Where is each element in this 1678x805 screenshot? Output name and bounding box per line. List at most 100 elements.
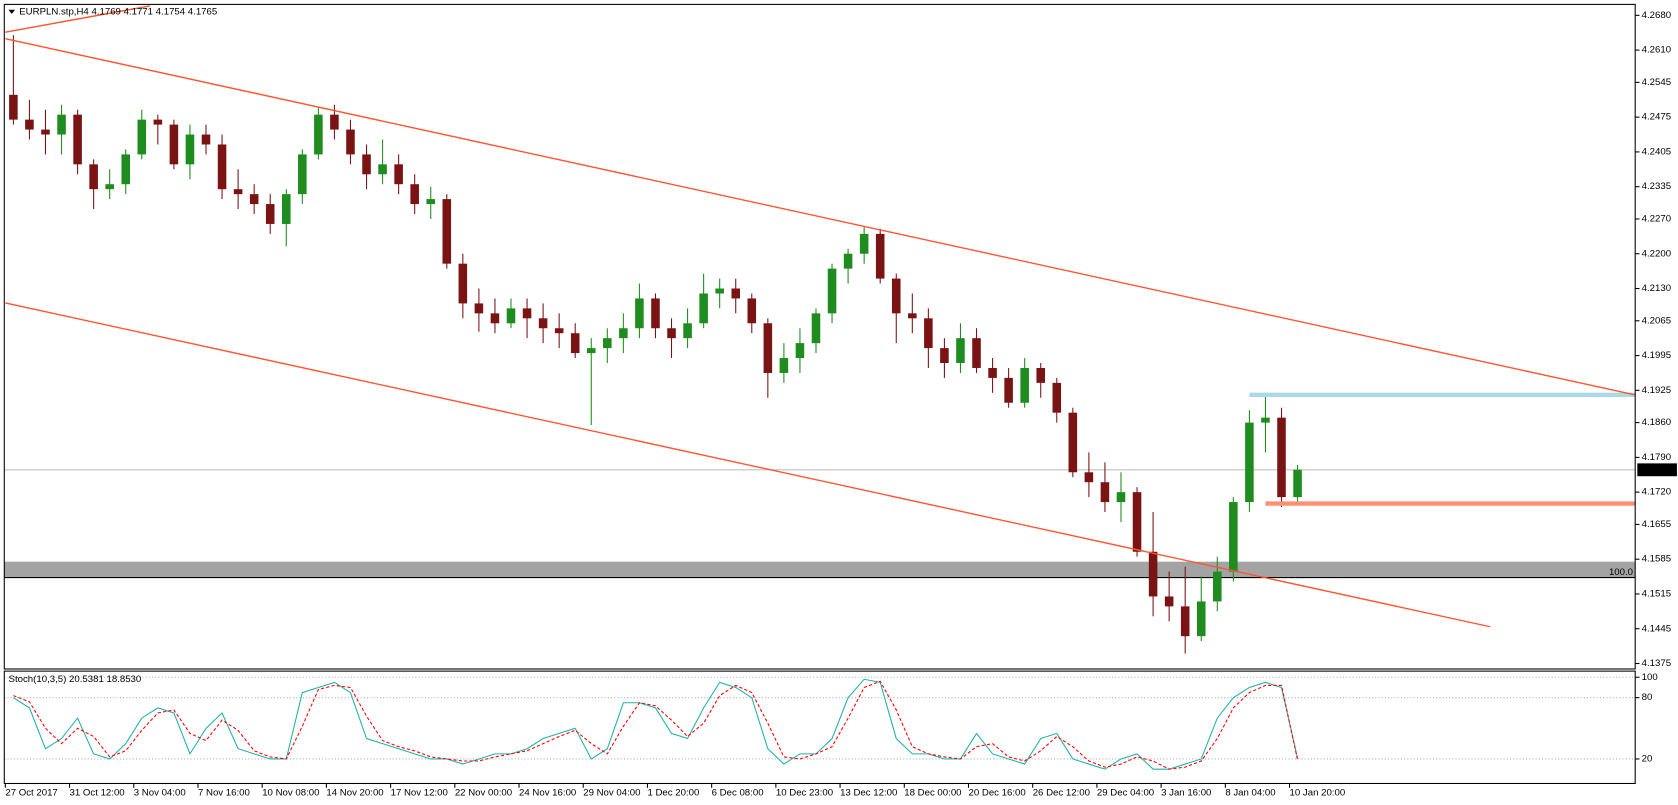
x-tick-label: 27 Oct 2017 (5, 788, 57, 799)
candle-body (89, 164, 98, 190)
candle-body (1261, 417, 1270, 423)
candle-body (1164, 596, 1174, 607)
candle-body (57, 114, 66, 135)
candle-body (522, 308, 532, 319)
candle-body (859, 233, 869, 254)
y-tick-label: 4.1375 (1642, 658, 1671, 669)
candle-body (1116, 492, 1126, 503)
candle-body (554, 328, 564, 334)
candle-body (1293, 469, 1302, 498)
candle-body (1020, 367, 1029, 403)
x-tick-label: 10 Jan 20:00 (1290, 788, 1346, 799)
candle-body (651, 298, 660, 329)
candle-body (667, 328, 676, 339)
x-tick-label: 10 Nov 08:00 (262, 788, 319, 799)
y-tick-label: 4.1790 (1642, 452, 1671, 463)
candle-body (1180, 606, 1190, 637)
y-tick-label: 4.2200 (1642, 248, 1671, 259)
candle-body (394, 164, 403, 185)
candle-body (378, 164, 387, 175)
candle-body (779, 358, 789, 373)
candle-body (570, 333, 580, 354)
candle-body (1052, 382, 1062, 413)
candle-body (314, 114, 323, 155)
candle-body (458, 263, 468, 304)
last-price-tag (1637, 463, 1677, 477)
candle-body (988, 367, 997, 378)
x-tick-label: 29 Dec 04:00 (1097, 788, 1154, 799)
x-tick-label: 24 Nov 16:00 (519, 788, 576, 799)
x-tick-label: 10 Dec 23:00 (776, 788, 833, 799)
candle-body (699, 293, 708, 324)
candle-body (217, 144, 227, 190)
candle-body (265, 204, 275, 224)
candle-body (811, 313, 821, 344)
candle-body (410, 184, 419, 205)
x-tick-label: 26 Dec 12:00 (1033, 788, 1090, 799)
candle-body (1196, 601, 1206, 637)
stoch-frame (3, 670, 1636, 785)
y-tick-label: 4.2270 (1642, 214, 1671, 225)
y-tick-label: 4.1445 (1642, 623, 1671, 634)
candle-body (843, 253, 853, 269)
y-tick-label: 4.2610 (1642, 45, 1671, 56)
y-tick-label: 4.1925 (1642, 385, 1671, 396)
stoch-line (13, 678, 1299, 770)
y-tick-label: 4.1515 (1642, 589, 1671, 600)
y-tick-label: 4.2130 (1642, 283, 1671, 294)
candle-body (972, 338, 981, 368)
candle-body (298, 154, 307, 195)
candle-body (924, 318, 933, 349)
x-tick-label: 18 Dec 00:00 (904, 788, 961, 799)
candle-body (362, 154, 371, 175)
x-tick-label: 22 Nov 00:00 (455, 788, 512, 799)
candle-body (1036, 367, 1046, 383)
x-tick-label: 1 Dec 20:00 (647, 788, 699, 799)
candle-body (875, 233, 885, 279)
candle-body (538, 318, 548, 329)
candle-body (683, 323, 692, 339)
x-tick-label: 20 Dec 16:00 (968, 788, 1025, 799)
candle-body (201, 134, 211, 145)
x-tick-label: 8 Jan 04:00 (1225, 788, 1275, 799)
candle-body (586, 348, 596, 354)
candle-body (73, 114, 82, 165)
trendline (5, 37, 1635, 396)
x-tick-label: 14 Nov 20:00 (326, 788, 383, 799)
candle-body (426, 199, 436, 205)
x-tick-label: 6 Dec 08:00 (712, 788, 764, 799)
candle-body (619, 328, 628, 339)
y-tick-label: 4.2065 (1642, 315, 1671, 326)
y-tick-label: 100 (1642, 672, 1658, 683)
x-tick-label: 29 Nov 04:00 (583, 788, 640, 799)
y-tick-label: 4.2680 (1642, 10, 1671, 21)
candle-body (1132, 492, 1142, 552)
candle-body (827, 268, 837, 314)
zone (4, 561, 1636, 578)
candle-body (747, 298, 757, 324)
candle-body (153, 119, 163, 125)
candle-body (137, 119, 147, 155)
stoch-line (13, 680, 1299, 770)
zone-label: 100.0 (1609, 567, 1633, 578)
candle-body (346, 129, 355, 155)
x-tick-label: 3 Nov 04:00 (134, 788, 186, 799)
candle-body (891, 278, 901, 314)
last-price-label: 4.1765 (1642, 464, 1671, 475)
candle-body (1213, 571, 1222, 602)
candle-body (330, 114, 339, 130)
candle-body (105, 184, 114, 190)
candle-body (41, 129, 50, 135)
candle-body (1068, 412, 1078, 473)
candle-body (731, 288, 741, 299)
candle-body (281, 194, 291, 224)
candle-body (490, 313, 500, 324)
y-tick-label: 4.2405 (1642, 146, 1671, 157)
candle-body (1148, 551, 1158, 597)
candle-body (1229, 502, 1238, 572)
y-tick-label: 4.2475 (1642, 112, 1671, 123)
candle-body (635, 298, 644, 329)
candle-body (442, 199, 452, 264)
